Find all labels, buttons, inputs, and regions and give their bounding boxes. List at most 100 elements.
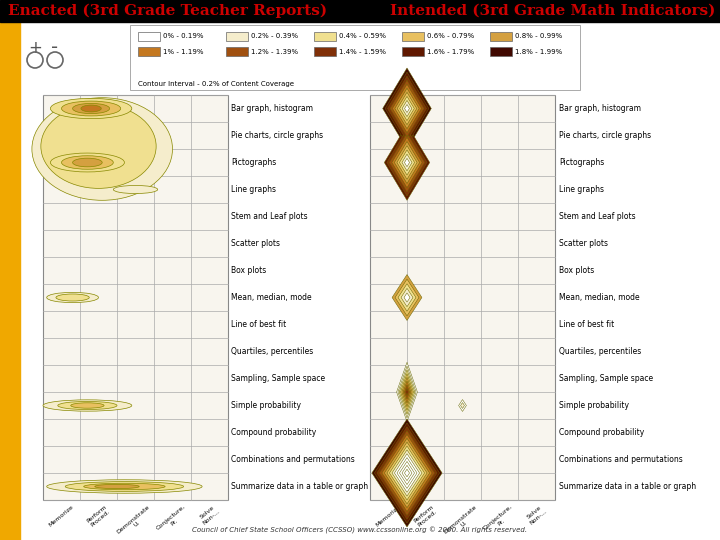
Bar: [314, 47, 336, 56]
Polygon shape: [387, 129, 427, 196]
Bar: [43, 95, 228, 500]
Polygon shape: [397, 92, 417, 125]
Text: Perform
Proced.: Perform Proced.: [413, 504, 438, 528]
Bar: [138, 32, 160, 41]
Ellipse shape: [47, 292, 99, 302]
Polygon shape: [383, 68, 431, 149]
Polygon shape: [387, 442, 427, 504]
Polygon shape: [400, 96, 414, 120]
Text: Line graphs: Line graphs: [231, 185, 276, 194]
Bar: [138, 47, 160, 56]
Polygon shape: [382, 434, 432, 511]
Polygon shape: [402, 377, 412, 407]
Ellipse shape: [56, 294, 89, 301]
Ellipse shape: [50, 98, 132, 119]
Text: Simple probability: Simple probability: [559, 401, 629, 410]
Text: Simple probability: Simple probability: [231, 401, 301, 410]
Text: 1% - 1.19%: 1% - 1.19%: [163, 49, 204, 55]
Text: Contour Interval - 0.2% of Content Coverage: Contour Interval - 0.2% of Content Cover…: [138, 81, 294, 87]
Polygon shape: [390, 446, 425, 500]
Text: Intended (3rd Grade Math Indicators): Intended (3rd Grade Math Indicators): [390, 4, 716, 18]
Text: Combinations and permutations: Combinations and permutations: [231, 455, 355, 464]
Polygon shape: [374, 423, 440, 523]
Bar: [314, 32, 336, 41]
Text: 0.6% - 0.79%: 0.6% - 0.79%: [427, 33, 474, 39]
Text: Summarize data in a table or graph: Summarize data in a table or graph: [559, 482, 696, 491]
Bar: [130, 25, 580, 90]
Ellipse shape: [95, 484, 139, 489]
Polygon shape: [400, 374, 413, 410]
Polygon shape: [400, 461, 415, 484]
Polygon shape: [395, 141, 420, 184]
Polygon shape: [395, 454, 420, 492]
Text: -: -: [51, 38, 58, 57]
Text: Compound probability: Compound probability: [559, 428, 644, 437]
Text: Stem and Leaf plots: Stem and Leaf plots: [559, 212, 636, 221]
Ellipse shape: [47, 480, 202, 493]
Polygon shape: [372, 419, 442, 527]
Polygon shape: [392, 84, 422, 133]
Polygon shape: [387, 76, 426, 141]
Polygon shape: [390, 80, 424, 137]
Polygon shape: [379, 430, 435, 515]
Polygon shape: [398, 284, 416, 311]
Ellipse shape: [61, 101, 121, 116]
Polygon shape: [403, 381, 411, 403]
Polygon shape: [401, 288, 413, 307]
Polygon shape: [384, 125, 430, 200]
Text: Perform
Proced.: Perform Proced.: [86, 504, 112, 528]
Bar: [370, 95, 555, 500]
Text: Memorize: Memorize: [375, 504, 402, 528]
Text: 1.6% - 1.79%: 1.6% - 1.79%: [427, 49, 474, 55]
Text: Pictographs: Pictographs: [559, 158, 604, 167]
Polygon shape: [397, 146, 417, 179]
Text: Summarize data in a table or graph: Summarize data in a table or graph: [231, 482, 368, 491]
Text: Mean, median, mode: Mean, median, mode: [559, 293, 639, 302]
Bar: [226, 47, 248, 56]
Polygon shape: [392, 274, 422, 320]
Ellipse shape: [84, 483, 165, 490]
Polygon shape: [405, 469, 410, 477]
Text: 0.8% - 0.99%: 0.8% - 0.99%: [515, 33, 562, 39]
Polygon shape: [405, 104, 410, 112]
Polygon shape: [402, 100, 412, 117]
Text: Conjecture,
Pr.: Conjecture, Pr.: [482, 504, 517, 536]
Text: Scatter plots: Scatter plots: [559, 239, 608, 248]
Bar: [0, 22, 20, 540]
Text: Sampling, Sample space: Sampling, Sample space: [231, 374, 325, 383]
Polygon shape: [392, 450, 422, 496]
Polygon shape: [392, 137, 422, 188]
Polygon shape: [402, 154, 412, 171]
Ellipse shape: [81, 105, 102, 112]
Text: +: +: [28, 39, 42, 57]
Text: Box plots: Box plots: [559, 266, 594, 275]
Text: 0.4% - 0.59%: 0.4% - 0.59%: [339, 33, 386, 39]
Polygon shape: [405, 384, 410, 400]
Text: Council of Chief State School Officers (CCSSO) www.ccssonline.org © 2000. All ri: Council of Chief State School Officers (…: [192, 526, 528, 534]
Text: Bar graph, histogram: Bar graph, histogram: [559, 104, 641, 113]
Text: Stem and Leaf plots: Stem and Leaf plots: [231, 212, 307, 221]
Bar: [490, 32, 512, 41]
Text: 1.2% - 1.39%: 1.2% - 1.39%: [251, 49, 298, 55]
Bar: [226, 32, 248, 41]
Polygon shape: [400, 150, 415, 175]
Bar: [402, 47, 424, 56]
Ellipse shape: [58, 401, 117, 409]
Text: Solve
Non-...: Solve Non-...: [525, 504, 548, 526]
Polygon shape: [397, 362, 418, 422]
Ellipse shape: [50, 153, 125, 172]
Text: Mean, median, mode: Mean, median, mode: [231, 293, 312, 302]
Text: 0% - 0.19%: 0% - 0.19%: [163, 33, 204, 39]
Ellipse shape: [113, 185, 158, 193]
Polygon shape: [384, 438, 430, 508]
Ellipse shape: [71, 403, 104, 408]
Text: Quartiles, percentiles: Quartiles, percentiles: [559, 347, 642, 356]
Polygon shape: [397, 457, 417, 488]
Text: Bar graph, histogram: Bar graph, histogram: [231, 104, 313, 113]
Ellipse shape: [66, 482, 184, 491]
Text: Scatter plots: Scatter plots: [231, 239, 280, 248]
Text: Quartiles, percentiles: Quartiles, percentiles: [231, 347, 313, 356]
Text: Demonstrate
U.: Demonstrate U.: [444, 504, 482, 539]
Polygon shape: [405, 388, 408, 396]
Polygon shape: [461, 402, 464, 408]
